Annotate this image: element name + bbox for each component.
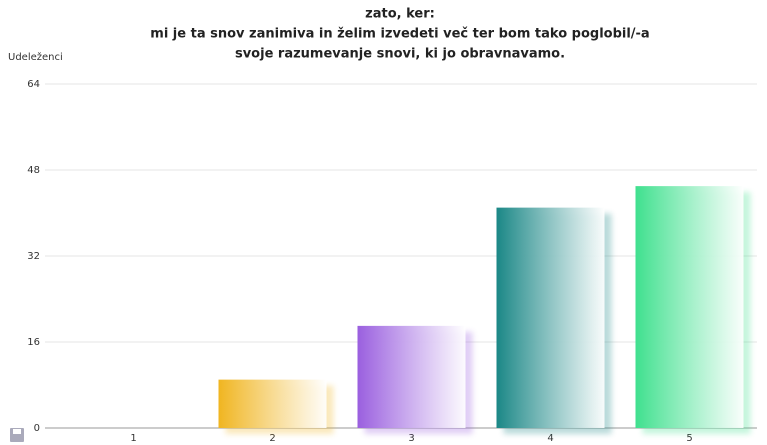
bar — [357, 325, 466, 428]
chart-title: mi je ta snov zanimiva in želim izvedeti… — [150, 27, 649, 42]
y-tick-label: 0 — [34, 423, 40, 434]
x-tick-label: 5 — [686, 433, 692, 444]
bar — [496, 207, 605, 428]
y-tick-label: 48 — [27, 165, 40, 176]
x-tick-label: 2 — [269, 433, 275, 444]
bar — [218, 379, 327, 428]
bar — [635, 186, 744, 428]
x-tick-label: 1 — [130, 433, 136, 444]
y-axis-label: Udeleženci — [8, 51, 63, 63]
y-tick-label: 16 — [27, 337, 40, 348]
chart-title: zato, ker: — [365, 7, 435, 22]
x-tick-label: 4 — [547, 433, 553, 444]
x-tick-label: 3 — [408, 433, 414, 444]
save-icon[interactable] — [10, 428, 24, 442]
y-tick-label: 64 — [27, 79, 40, 90]
chart-title: svoje razumevanje snovi, ki jo obravnava… — [235, 47, 565, 62]
y-tick-label: 32 — [27, 251, 40, 262]
